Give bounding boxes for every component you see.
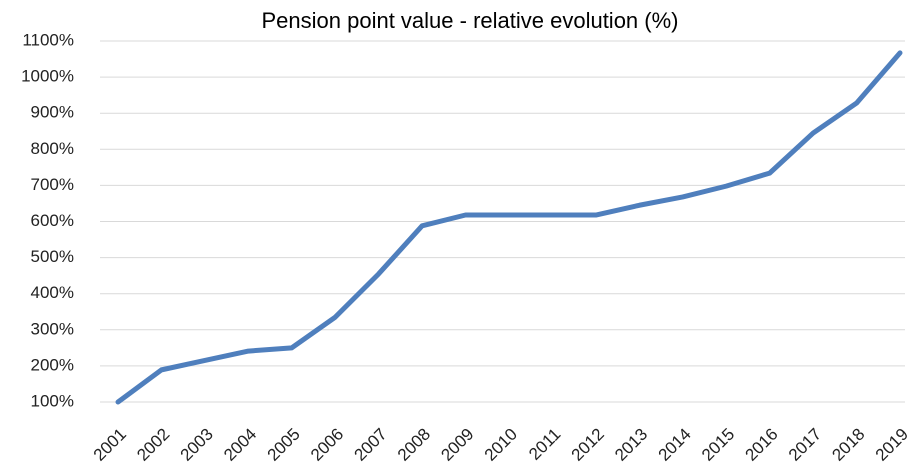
data-line — [115, 50, 903, 405]
x-tick-label: 2001 — [90, 425, 130, 465]
x-tick-label: 2012 — [568, 425, 608, 465]
x-tick-label: 2015 — [698, 425, 738, 465]
x-tick-label: 2017 — [785, 425, 825, 465]
x-tick-label: 2014 — [655, 425, 695, 465]
x-tick-label: 2009 — [437, 425, 477, 465]
x-tick-label: 2018 — [828, 425, 868, 465]
x-tick-label: 2013 — [611, 425, 651, 465]
y-tick-label: 900% — [31, 103, 74, 122]
x-tick-label: 2019 — [872, 425, 912, 465]
x-tick-label: 2010 — [481, 425, 521, 465]
y-tick-label: 300% — [31, 319, 74, 338]
y-tick-label: 500% — [31, 247, 74, 266]
x-tick-label: 2008 — [394, 425, 434, 465]
chart-title: Pension point value - relative evolution… — [261, 8, 678, 33]
x-tick-label: 2011 — [525, 425, 564, 464]
y-tick-label: 400% — [31, 283, 74, 302]
x-tick-label: 2003 — [177, 425, 217, 465]
x-tick-label: 2002 — [133, 425, 173, 465]
x-tick-label: 2005 — [264, 425, 304, 465]
y-tick-label: 600% — [31, 211, 74, 230]
y-tick-label: 800% — [31, 139, 74, 158]
y-tick-label: 200% — [31, 355, 74, 374]
x-tick-label: 2016 — [741, 425, 781, 465]
y-tick-label: 700% — [31, 175, 74, 194]
y-tick-label: 100% — [31, 391, 74, 410]
y-tick-label: 1100% — [22, 30, 74, 49]
x-tick-label: 2006 — [307, 425, 347, 465]
y-tick-label: 1000% — [21, 67, 74, 86]
x-tick-label: 2004 — [220, 425, 260, 465]
x-tick-label: 2007 — [350, 425, 390, 465]
